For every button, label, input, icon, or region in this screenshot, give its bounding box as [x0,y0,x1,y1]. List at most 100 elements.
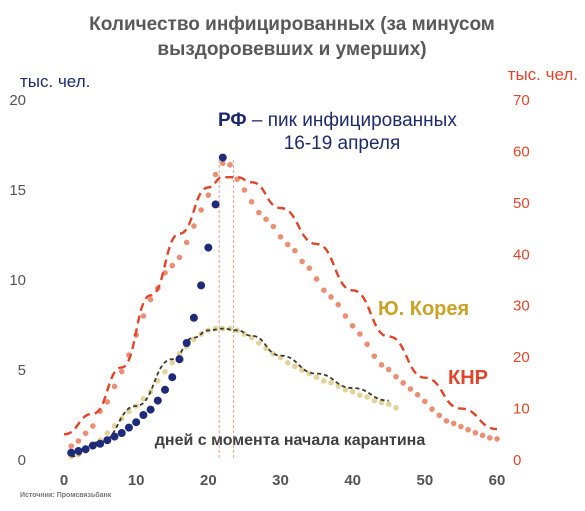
data-point [479,432,486,439]
left-tick-label: 20 [9,92,26,109]
rf-peak-annotation-line-1: РФ – пик инфицированных [218,110,457,131]
data-point [284,241,291,248]
data-point [371,397,378,404]
right-tick-label: 50 [513,195,530,212]
data-point [328,294,334,300]
data-point [407,386,414,392]
data-point [153,396,162,405]
data-point [197,281,206,290]
right-axis-unit: тыс. чел. [508,65,578,84]
data-point [241,187,248,193]
data-point [321,378,327,384]
data-point [313,374,320,381]
korea-label: Ю. Корея [378,298,469,320]
data-point [110,432,119,441]
data-point [357,331,363,337]
x-tick-label: 50 [416,472,433,489]
data-point [124,423,133,432]
data-point [248,199,255,205]
data-point [270,223,277,230]
data-point [205,192,212,198]
rf-peak-annotation-country: РФ [218,110,247,131]
data-point [443,418,450,424]
left-axis-ticks: 0 5 10 15 20 [9,92,26,469]
left-axis-unit: тыс. чел. [20,72,90,91]
peak-lines [218,160,235,460]
data-point [494,436,500,442]
data-point [139,411,148,419]
data-point [169,360,176,366]
data-point [342,313,349,319]
data-point [161,385,170,394]
x-axis-label: дней с момента начала карантина [155,432,426,449]
data-point [175,355,184,364]
x-tick-label: 10 [128,472,145,489]
right-tick-label: 70 [513,92,530,109]
data-point [189,313,198,322]
data-point [198,207,204,213]
data-point [75,438,82,444]
data-point [182,339,191,347]
data-point [393,405,399,411]
left-tick-label: 0 [18,452,26,469]
data-point [349,322,356,329]
x-axis-ticks: 0 10 20 30 40 50 60 [60,472,506,489]
data-point [146,405,155,414]
data-point [104,399,111,405]
data-point [218,153,227,162]
data-point [169,262,176,269]
data-point [117,429,126,437]
data-point [364,341,370,348]
data-point [486,435,493,441]
data-point [429,406,435,412]
right-tick-label: 40 [513,246,530,263]
data-point [111,383,118,390]
rf-peak-annotation-line-2: 16-19 апреля [284,133,401,154]
data-point [458,423,464,430]
data-point [132,418,141,427]
data-point [263,345,269,352]
data-point [414,391,421,398]
data-point [321,287,327,294]
left-tick-label: 15 [9,182,26,199]
data-point [90,423,96,429]
data-point [328,379,334,386]
data-point [256,340,262,346]
data-point [292,247,298,254]
x-tick-label: 60 [489,472,506,489]
data-point [364,394,370,400]
data-point [335,383,342,390]
data-point [219,160,226,167]
chart-title-line-1: Количество инфицированных (за минусом [89,14,495,35]
right-tick-label: 0 [513,452,521,469]
data-point [82,430,89,437]
data-point [118,368,125,375]
data-point [74,447,83,455]
data-point [212,171,219,178]
data-point [306,265,313,271]
data-point [67,448,76,457]
data-point [422,398,428,405]
data-point [140,313,147,319]
data-point [313,276,320,282]
data-point [234,176,240,182]
data-point [88,441,97,450]
data-point [191,223,197,229]
data-point [103,436,112,445]
data-point [104,430,111,436]
china-label: КНР [448,367,488,389]
data-point [211,200,220,209]
data-point [357,392,363,399]
right-axis-ticks: 0 10 20 30 40 50 60 70 [513,92,530,469]
data-point [147,296,154,303]
data-point [168,373,177,382]
right-tick-label: 20 [513,349,530,366]
data-point [256,209,262,216]
rf-peak-annotation-text: – пик инфицированных [247,110,458,131]
data-point [335,301,342,308]
left-tick-label: 10 [9,272,26,289]
right-tick-label: 10 [513,401,530,418]
data-point [378,362,385,368]
data-point [306,370,313,377]
